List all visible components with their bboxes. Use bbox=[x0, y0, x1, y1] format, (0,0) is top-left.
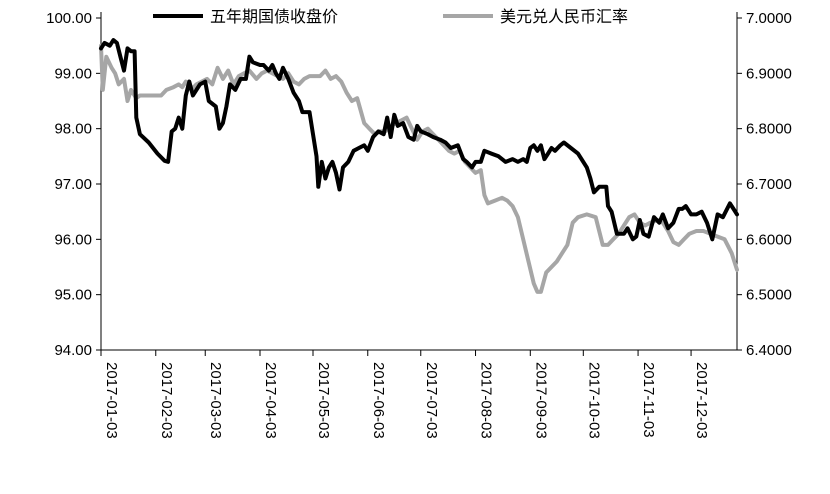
x-ticks: 2017-01-03 2017-02-03 2017-03-03 2017-04-03… bbox=[100, 350, 710, 439]
x-tick-label: 2017-10-03 bbox=[585, 362, 602, 439]
legend-label: 美元兑人民币汇率 bbox=[500, 7, 628, 26]
right-tick-label: 6.4000 bbox=[746, 342, 792, 359]
series-layer bbox=[99, 38, 739, 294]
usd-cny-rate-line bbox=[99, 43, 739, 294]
x-tick-label: 2017-06-03 bbox=[370, 362, 387, 439]
x-tick-label: 2017-09-03 bbox=[532, 362, 549, 439]
axes bbox=[100, 12, 738, 351]
right-tick-label: 7.0000 bbox=[746, 10, 792, 27]
x-tick-label: 2017-03-03 bbox=[207, 362, 224, 439]
left-tick-label: 95.00 bbox=[54, 287, 92, 304]
left-tick-label: 96.00 bbox=[54, 231, 92, 248]
right-tick-label: 6.7000 bbox=[746, 176, 792, 193]
x-tick-label: 2017-02-03 bbox=[158, 362, 175, 439]
right-tick-label: 6.5000 bbox=[746, 287, 792, 304]
x-tick-label: 2017-12-03 bbox=[693, 362, 710, 439]
left-tick-label: 99.00 bbox=[54, 65, 92, 82]
left-tick-label: 100.00 bbox=[46, 10, 92, 27]
x-tick-label: 2017-04-03 bbox=[262, 362, 279, 439]
x-tick-label: 2017-01-03 bbox=[103, 362, 120, 439]
right-tick-label: 6.9000 bbox=[746, 65, 792, 82]
x-tick-label: 2017-05-03 bbox=[315, 362, 332, 439]
x-tick-label: 2017-07-03 bbox=[423, 362, 440, 439]
left-tick-label: 98.00 bbox=[54, 121, 92, 138]
right-y-ticks: 6.4000 6.5000 6.6000 6.7000 6.8000 6.9000 7.00… bbox=[737, 10, 792, 359]
legend: 五年期国债收盘价 美元兑人民币汇率 bbox=[153, 7, 628, 26]
left-tick-label: 97.00 bbox=[54, 176, 92, 193]
legend-label: 五年期国债收盘价 bbox=[210, 7, 338, 26]
right-tick-label: 6.6000 bbox=[746, 231, 792, 248]
right-tick-label: 6.8000 bbox=[746, 121, 792, 138]
x-tick-label: 2017-08-03 bbox=[478, 362, 495, 439]
x-tick-label: 2017-11-03 bbox=[640, 362, 657, 438]
five-year-bond-price-line bbox=[99, 38, 739, 242]
left-tick-label: 94.00 bbox=[54, 342, 92, 359]
left-y-ticks: 94.00 95.00 96.00 97.00 98.00 99.00 100.00 bbox=[46, 10, 101, 359]
